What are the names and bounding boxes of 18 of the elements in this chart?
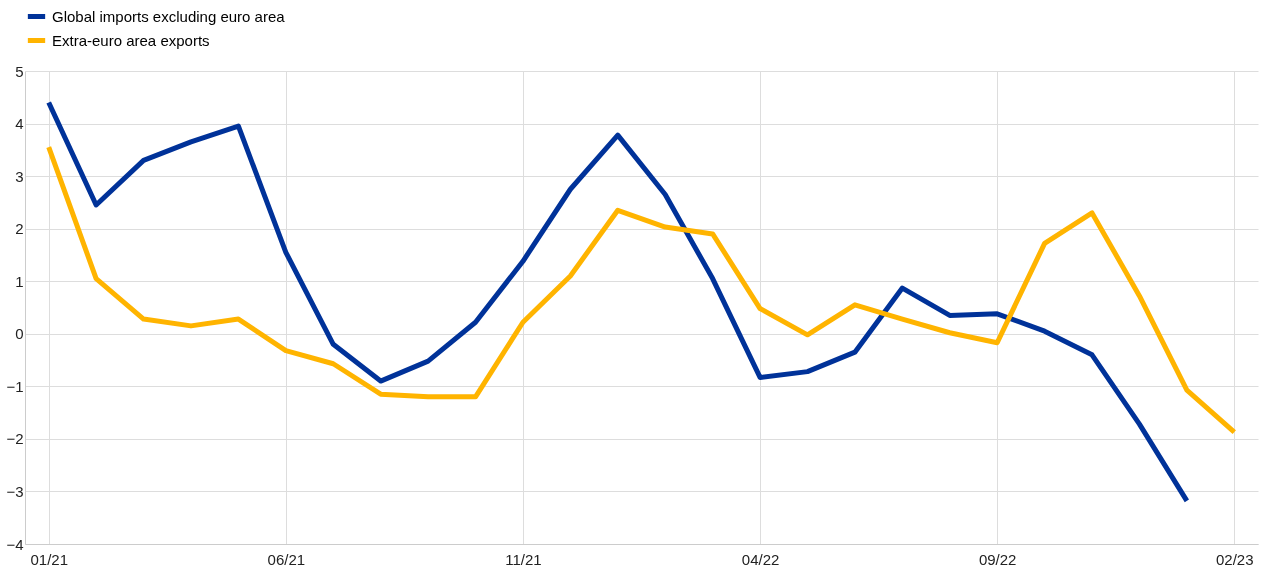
legend-label: Global imports excluding euro area xyxy=(52,7,286,25)
x-tick-label: 11/21 xyxy=(505,550,542,568)
y-tick-label: 3 xyxy=(15,167,24,185)
y-tick-label: 5 xyxy=(15,62,24,80)
x-tick-label: 06/21 xyxy=(267,550,306,568)
x-tick-label: 02/23 xyxy=(1216,550,1254,568)
y-tick-label: −2 xyxy=(6,430,24,448)
y-tick-label: −3 xyxy=(6,482,24,500)
y-tick-label: −4 xyxy=(6,535,24,553)
x-tick-label: 01/21 xyxy=(30,550,68,568)
y-tick-label: 2 xyxy=(15,220,24,238)
y-tick-label: 4 xyxy=(15,115,24,133)
y-tick-label: 1 xyxy=(15,272,24,290)
x-tick-label: 09/22 xyxy=(978,550,1017,568)
legend-label: Extra-euro area exports xyxy=(52,31,210,49)
y-tick-label: −1 xyxy=(6,377,24,395)
y-tick-label: 0 xyxy=(15,325,24,343)
x-tick-label: 04/22 xyxy=(741,550,780,568)
